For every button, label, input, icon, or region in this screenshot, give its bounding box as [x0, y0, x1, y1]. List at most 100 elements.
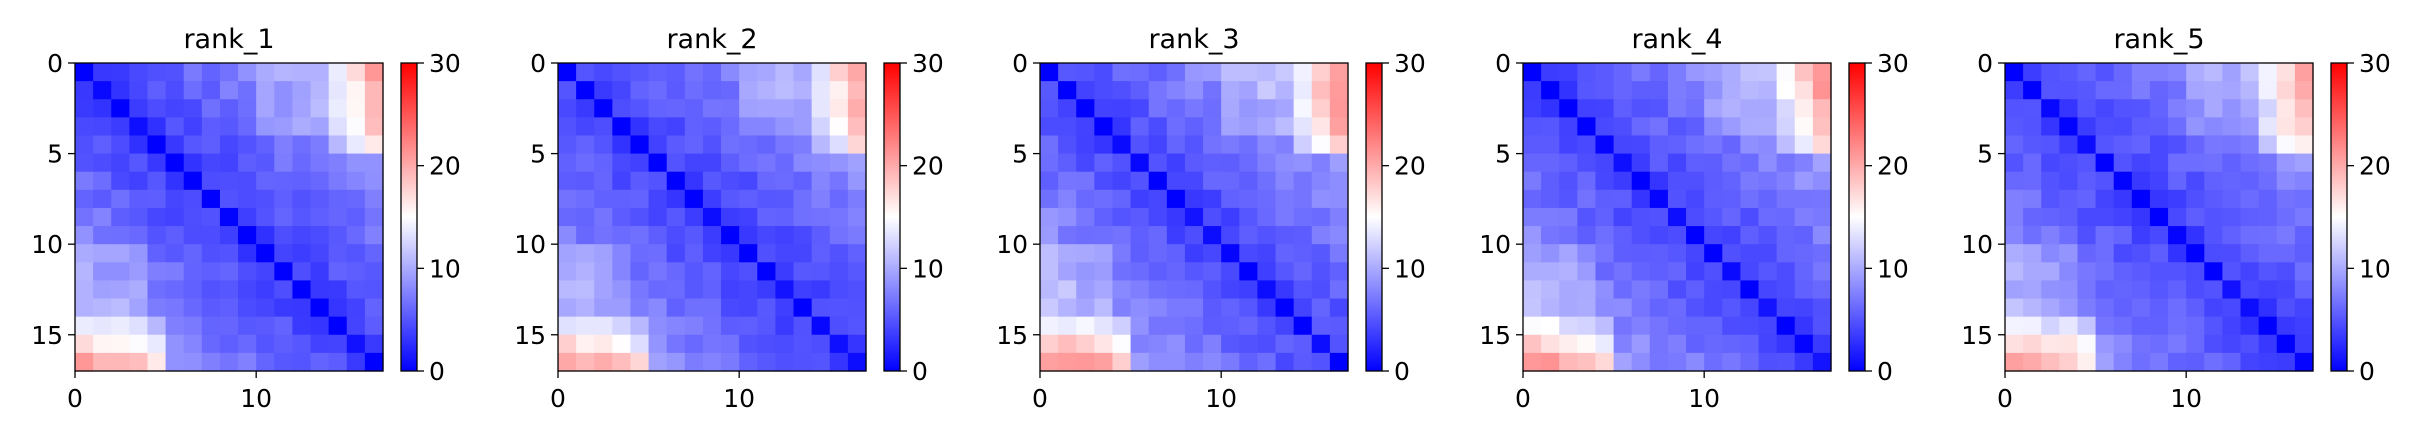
- heatmap-cell: [364, 153, 384, 173]
- heatmap-cell: [238, 135, 257, 155]
- heatmap-cell: [1794, 189, 1814, 209]
- heatmap-cell: [292, 207, 312, 227]
- heatmap-cell: [2222, 207, 2242, 227]
- heatmap-cell: [757, 189, 777, 209]
- heatmap-cell: [1257, 334, 1277, 354]
- heatmap-cell: [2077, 63, 2097, 82]
- heatmap-cell: [256, 63, 275, 82]
- heatmap-cell: [310, 316, 330, 336]
- heatmap-cell: [666, 226, 686, 245]
- heatmap-cell: [1058, 81, 1077, 100]
- y-tick-label: 5: [530, 140, 546, 169]
- heatmap-cell: [1311, 334, 1331, 354]
- heatmap-cell: [1613, 334, 1633, 354]
- heatmap-cell: [739, 262, 758, 282]
- heatmap-cell: [576, 298, 595, 318]
- heatmap-cell: [1559, 135, 1578, 155]
- heatmap-cell: [594, 135, 613, 155]
- heatmap-cell: [328, 298, 348, 318]
- heatmap-cell: [793, 334, 813, 354]
- heatmap-cell: [1595, 81, 1615, 100]
- heatmap-cell: [2294, 316, 2314, 336]
- heatmap-cell: [1257, 135, 1277, 155]
- heatmap-cell: [292, 99, 312, 118]
- heatmap-cell: [811, 262, 831, 282]
- heatmap-cell: [1794, 117, 1814, 137]
- heatmap-cell: [2095, 135, 2115, 155]
- heatmap-cell: [829, 189, 849, 209]
- heatmap-cell: [775, 244, 795, 263]
- heatmap-cell: [2186, 189, 2205, 209]
- heatmap-cell: [1776, 153, 1796, 173]
- heatmap-cell: [147, 262, 167, 282]
- heatmap-cell: [775, 153, 795, 173]
- heatmap-cell: [1203, 81, 1222, 100]
- heatmap-cell: [2113, 334, 2133, 354]
- heatmap-cell: [219, 81, 239, 100]
- heatmap-cell: [2023, 117, 2042, 137]
- heatmap-cell: [2149, 135, 2169, 155]
- heatmap-cell: [2005, 117, 2024, 137]
- heatmap-cell: [576, 63, 595, 82]
- heatmap-cell: [292, 135, 312, 155]
- heatmap-cell: [1577, 171, 1597, 191]
- heatmap-cell: [1686, 189, 1705, 209]
- heatmap-cell: [2005, 226, 2024, 245]
- heatmap-cell: [793, 244, 813, 263]
- heatmap-cell: [2023, 280, 2042, 300]
- heatmap-cell: [75, 171, 94, 191]
- heatmap-cell: [739, 117, 758, 137]
- heatmap-cell: [594, 63, 613, 82]
- heatmap-cell: [256, 117, 275, 137]
- heatmap-cell: [256, 99, 275, 118]
- heatmap-cell: [1595, 207, 1615, 227]
- heatmap-cell: [1058, 117, 1077, 137]
- heatmap-cell: [1686, 298, 1705, 318]
- heatmap-cell: [1631, 316, 1651, 336]
- heatmap-cell: [1613, 316, 1633, 336]
- heatmap-cell: [721, 298, 740, 318]
- heatmap-cell: [2023, 189, 2042, 209]
- heatmap-cell: [757, 117, 777, 137]
- heatmap-cell: [1667, 63, 1687, 82]
- heatmap-cell: [2222, 189, 2242, 209]
- heatmap-cell: [1776, 99, 1796, 118]
- heatmap-cell: [558, 153, 577, 173]
- heatmap-cell: [739, 334, 758, 354]
- heatmap-cell: [1058, 316, 1077, 336]
- heatmap-cell: [183, 117, 203, 137]
- heatmap-cell: [558, 298, 577, 318]
- heatmap-cell: [1758, 207, 1778, 227]
- heatmap-cell: [1184, 280, 1204, 300]
- heatmap-cell: [829, 280, 849, 300]
- heatmap-cell: [1686, 334, 1705, 354]
- heatmap-cell: [1040, 316, 1059, 336]
- heatmap-cell: [292, 280, 312, 300]
- heatmap-cell: [2204, 244, 2224, 263]
- heatmap-cell: [1559, 171, 1578, 191]
- heatmap-cell: [1329, 244, 1349, 263]
- heatmap-cell: [576, 189, 595, 209]
- heatmap-cell: [1221, 153, 1240, 173]
- heatmap-cell: [1329, 171, 1349, 191]
- heatmap-cell: [1166, 352, 1186, 372]
- heatmap-cell: [2113, 153, 2133, 173]
- heatmap-cell: [1758, 135, 1778, 155]
- heatmap-cell: [1740, 135, 1760, 155]
- heatmap-cell: [2276, 298, 2296, 318]
- heatmap-cell: [364, 189, 384, 209]
- heatmap-cell: [2095, 81, 2115, 100]
- heatmap-cell: [2113, 99, 2133, 118]
- heatmap-cell: [1203, 262, 1222, 282]
- heatmap-cell: [1293, 262, 1313, 282]
- heatmap-cell: [1275, 117, 1295, 137]
- heatmap-cell: [129, 316, 149, 336]
- heatmap-cell: [558, 81, 577, 100]
- heatmap-cell: [1275, 298, 1295, 318]
- heatmap-cell: [1203, 352, 1222, 372]
- heatmap-cell: [93, 81, 112, 100]
- heatmap-cell: [702, 334, 722, 354]
- heatmap-cell: [256, 135, 275, 155]
- heatmap-cell: [1740, 244, 1760, 263]
- heatmap-cell: [2149, 244, 2169, 263]
